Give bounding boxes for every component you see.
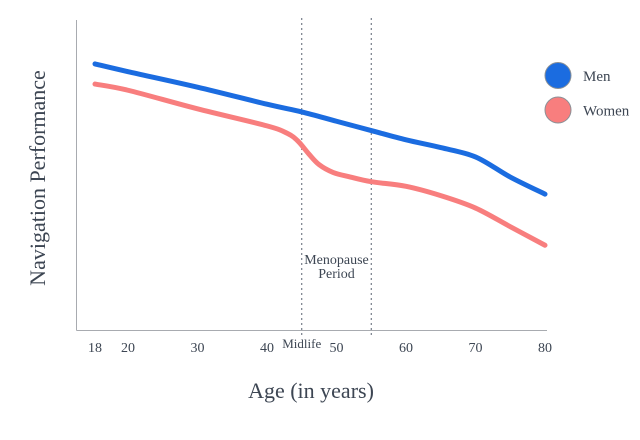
midlife-label: Midlife [282,336,321,351]
x-tick-label: 30 [191,341,205,356]
x-tick-label: 70 [469,341,483,356]
menopause-label-line2: Period [318,267,355,282]
x-tick-label: 18 [88,341,102,356]
x-tick-label: 50 [330,341,344,356]
legend-women-label: Women [583,104,630,120]
x-tick-label: 60 [399,341,413,356]
legend: Men Women [544,62,630,124]
x-tick-label: 80 [538,341,552,356]
menopause-label-line1: Menopause [304,253,369,268]
axes [76,20,547,331]
y-axis-title: Navigation Performance [25,70,50,286]
legend-women-swatch [544,96,572,124]
x-axis-title: Age (in years) [248,378,374,403]
x-tick-label: 40 [260,341,274,356]
men-line [92,61,548,197]
legend-men-label: Men [583,69,611,85]
legend-men-swatch [544,62,572,89]
x-tick-labels: 18 20 30 40 50 60 70 80 [88,341,552,356]
women-line [92,81,548,248]
x-tick-label: 20 [121,341,135,356]
